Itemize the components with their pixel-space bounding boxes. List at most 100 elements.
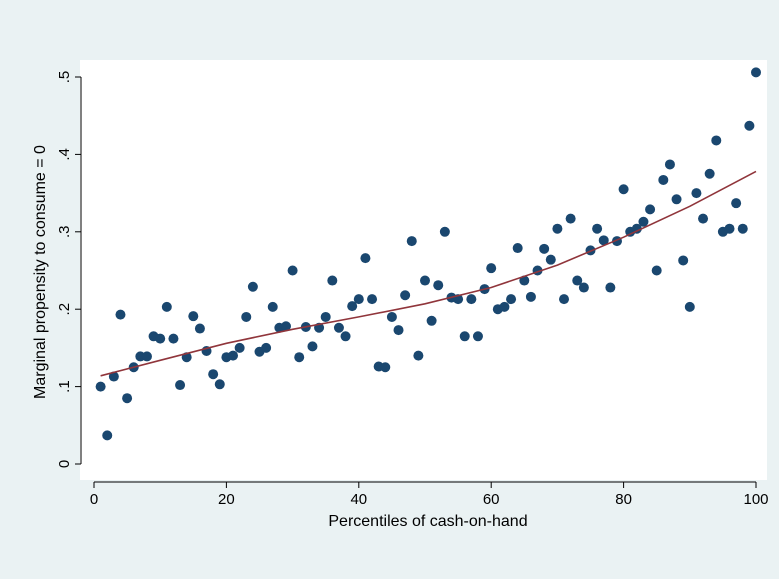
scatter-point (545, 254, 556, 265)
scatter-point (115, 309, 126, 320)
scatter-point (439, 226, 450, 237)
scatter-point (327, 275, 338, 286)
y-axis-label: Marginal propensity to consume = 0 (32, 145, 49, 399)
scatter-point (744, 120, 755, 131)
scatter-point (592, 223, 603, 234)
scatter-point (228, 350, 239, 361)
scatter-point (420, 275, 430, 286)
y-tick-label: .5 (56, 71, 73, 84)
scatter-point (565, 213, 576, 224)
scatter-point (631, 223, 642, 234)
scatter-point (241, 311, 252, 322)
scatter-point (294, 352, 305, 363)
scatter-point (333, 322, 344, 333)
scatter-point (519, 275, 530, 286)
scatter-point (605, 282, 616, 293)
scatter-point (353, 294, 364, 305)
scatter-point (664, 159, 675, 170)
scatter-point (512, 243, 523, 254)
scatter-point (598, 235, 609, 246)
x-tick-label: 20 (218, 491, 235, 508)
scatter-point (307, 341, 318, 352)
scatter-point (175, 380, 186, 391)
scatter-point (459, 331, 470, 342)
scatter-point (433, 280, 444, 291)
scatter-point (122, 393, 133, 404)
scatter-point (280, 321, 291, 332)
fitted-line (100, 170, 757, 377)
scatter-point (691, 188, 702, 199)
x-axis-label: Percentiles of cash-on-hand (328, 513, 527, 530)
y-tick-label: .1 (56, 380, 73, 393)
scatter-point (267, 301, 278, 312)
scatter-point (486, 263, 497, 274)
x-tick-label: 0 (90, 491, 98, 508)
scatter-point (539, 243, 550, 254)
y-tick-label: .4 (56, 148, 73, 161)
scatter-point (261, 342, 272, 353)
scatter-point (102, 430, 113, 441)
scatter-point (287, 265, 298, 276)
scatter-point (141, 351, 152, 362)
scatter-point (645, 204, 656, 215)
scatter-point (247, 281, 258, 292)
y-tick-label: .2 (56, 303, 73, 316)
x-tick-label: 40 (350, 491, 367, 508)
scatter-point (188, 311, 199, 322)
scatter-point (340, 331, 351, 342)
scatter-point (347, 301, 358, 312)
scatter-point (168, 333, 179, 344)
scatter-point (380, 362, 391, 373)
scatter-point (618, 184, 629, 195)
scatter-point (658, 174, 669, 185)
scatter-point (108, 371, 119, 382)
scatter-point (155, 333, 166, 344)
scatter-point (751, 67, 761, 78)
scatter-point (737, 223, 748, 234)
scatter-point (559, 294, 570, 305)
scatter-point (525, 291, 536, 302)
scatter-point (386, 311, 397, 322)
scatter-point (413, 350, 424, 361)
x-ticks: 0 20 40 60 80 100 (90, 482, 769, 508)
scatter-point (638, 216, 649, 227)
x-tick-label: 100 (743, 491, 768, 508)
scatter-points (95, 67, 761, 441)
scatter-point (95, 381, 106, 392)
scatter-point (671, 194, 682, 205)
scatter-point (578, 282, 589, 293)
scatter-point (400, 290, 411, 301)
scatter-point (651, 265, 662, 276)
scatter-point (711, 135, 722, 146)
scatter-point (194, 323, 205, 334)
scatter-point (208, 369, 219, 380)
scatter-point (161, 301, 172, 312)
scatter-point (234, 342, 245, 353)
scatter-point (704, 168, 715, 179)
x-tick-label: 60 (483, 491, 500, 508)
scatter-point (499, 301, 510, 312)
y-ticks: 0 .1 .2 .3 .4 .5 (56, 71, 81, 468)
scatter-point (320, 311, 331, 322)
scatter-point (466, 294, 477, 305)
scatter-point (214, 379, 225, 390)
scatter-point (393, 325, 404, 336)
scatter-point (684, 301, 695, 312)
scatter-point (698, 213, 709, 224)
y-tick-label: 0 (56, 460, 73, 468)
x-tick-label: 80 (615, 491, 632, 508)
scatter-point (406, 236, 417, 247)
scatter-point (367, 294, 378, 305)
scatter-point (552, 223, 563, 234)
scatter-point (506, 294, 517, 305)
scatter-point (572, 275, 583, 286)
scatter-point (731, 198, 742, 209)
scatter-point (426, 315, 437, 326)
scatter-point (724, 223, 735, 234)
scatter-point (678, 255, 689, 266)
y-tick-label: .3 (56, 226, 73, 239)
scatter-point (360, 253, 371, 264)
scatter-point (472, 331, 483, 342)
